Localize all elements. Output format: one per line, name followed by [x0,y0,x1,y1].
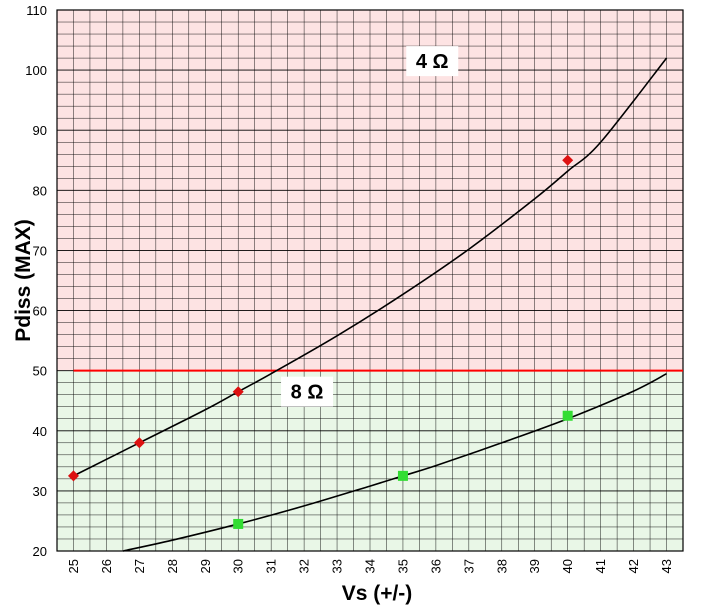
y-tick-label: 100 [25,63,47,78]
grid-lines [56,9,684,552]
x-tick-label: 40 [560,559,575,573]
x-tick-label: 30 [231,559,246,573]
x-tick-label: 27 [132,559,147,573]
data-point-s0-3 [562,154,574,166]
plot-border [56,9,684,552]
x-tick-label: 25 [66,559,81,573]
series-label-box-0 [406,46,459,77]
data-markers [67,154,574,529]
x-tick-label: 29 [198,559,213,573]
y-axis-title: Pdiss (MAX) [12,219,35,342]
x-axis-title: Vs (+/-) [342,582,413,605]
y-tick-label: 20 [33,544,47,559]
series-labels: 4 Ω 8 Ω [281,46,459,407]
series-line-0 [73,57,668,477]
x-tick-label: 34 [363,559,378,573]
x-tick-label: 26 [99,559,114,573]
y-tick-label: 90 [33,123,47,138]
x-tick-label: 32 [297,559,312,573]
y-tick-label: 30 [33,484,47,499]
y-tick-label: 40 [33,424,47,439]
y-tick-label: 110 [26,3,47,18]
x-tick-label: 38 [494,559,509,573]
series-label-0: 4 Ω [416,51,449,73]
data-point-s1-1 [397,470,408,481]
data-point-s0-1 [133,437,145,449]
data-point-s0-0 [67,470,79,482]
x-tick-label: 35 [395,559,410,573]
x-tick-label: 33 [330,559,345,573]
x-tick-label: 42 [626,559,641,573]
x-tick-label: 37 [461,559,476,573]
x-tick-label: 43 [659,559,674,573]
x-tick-label: 41 [593,559,608,573]
y-tick-label: 60 [33,304,47,319]
y-tick-label: 70 [33,243,47,258]
y-tick-label: 80 [33,183,47,198]
x-tick-labels: 25 26 27 28 29 30 31 32 33 34 35 36 37 38 39 40 41 42 43 [66,559,674,573]
x-tick-label: 28 [165,559,180,573]
x-tick-label: 36 [428,559,443,573]
y-tick-labels: 20 30 40 50 60 70 80 90 100 110 [25,3,47,559]
data-point-s1-0 [233,518,244,529]
series-label-1: 8 Ω [291,382,324,404]
x-tick-label: 31 [264,559,279,573]
series-label-box-1 [281,376,334,407]
data-point-s0-2 [232,386,244,398]
x-tick-label: 39 [527,559,542,573]
y-tick-label: 50 [33,364,47,379]
data-point-s1-2 [562,410,573,421]
